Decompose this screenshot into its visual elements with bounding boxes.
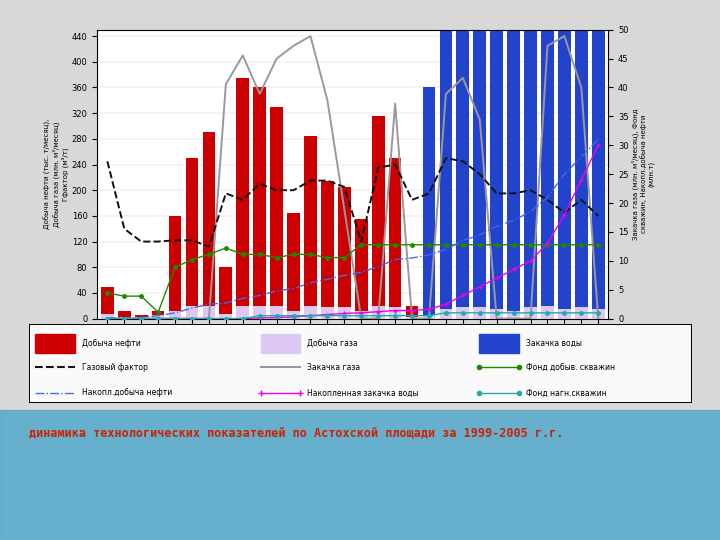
Bar bbox=[575, 139, 588, 319]
Bar bbox=[355, 310, 368, 319]
Text: Накопл.добыча нефти: Накопл.добыча нефти bbox=[82, 388, 172, 397]
Bar bbox=[261, 334, 300, 353]
Bar bbox=[541, 0, 554, 319]
Bar bbox=[480, 334, 519, 353]
Text: Накопленная закачка воды: Накопленная закачка воды bbox=[307, 388, 418, 397]
Bar bbox=[270, 107, 283, 319]
Bar bbox=[253, 306, 266, 319]
Bar bbox=[372, 306, 384, 319]
Bar bbox=[423, 315, 436, 319]
Bar bbox=[456, 307, 469, 319]
Bar bbox=[118, 317, 130, 319]
Bar bbox=[253, 87, 266, 319]
Bar bbox=[135, 317, 148, 319]
Text: Закачка газа: Закачка газа bbox=[307, 362, 360, 372]
Bar bbox=[541, 306, 554, 319]
Bar bbox=[202, 132, 215, 319]
Bar bbox=[236, 78, 249, 319]
Text: Добыча нефти: Добыча нефти bbox=[82, 339, 140, 348]
Bar bbox=[558, 0, 571, 319]
Bar bbox=[118, 311, 130, 319]
Bar bbox=[508, 310, 520, 319]
Bar bbox=[152, 315, 164, 319]
Text: Газовый фактор: Газовый фактор bbox=[82, 362, 148, 372]
Bar bbox=[575, 307, 588, 319]
Bar bbox=[456, 0, 469, 319]
Bar bbox=[168, 310, 181, 319]
Bar bbox=[338, 307, 351, 319]
Bar bbox=[287, 213, 300, 319]
Bar bbox=[592, 309, 605, 319]
Bar bbox=[101, 314, 114, 319]
Bar bbox=[541, 119, 554, 319]
Bar bbox=[508, 213, 520, 319]
Bar bbox=[490, 177, 503, 319]
Bar bbox=[135, 315, 148, 319]
Bar bbox=[524, 165, 537, 319]
Bar bbox=[236, 306, 249, 319]
Bar bbox=[304, 136, 317, 319]
Bar bbox=[592, 171, 605, 319]
Bar bbox=[592, 0, 605, 319]
Text: Фонд нагн.скважин: Фонд нагн.скважин bbox=[526, 388, 606, 397]
Bar bbox=[270, 306, 283, 319]
X-axis label: Месяцы разработки: Месяцы разработки bbox=[298, 350, 408, 361]
Bar bbox=[439, 309, 452, 319]
Bar bbox=[35, 334, 75, 353]
Bar bbox=[423, 87, 436, 319]
Bar bbox=[524, 307, 537, 319]
Bar bbox=[389, 307, 402, 319]
Bar bbox=[304, 306, 317, 319]
Bar bbox=[423, 274, 436, 319]
Bar bbox=[0, 0, 720, 410]
Bar bbox=[456, 145, 469, 319]
Bar bbox=[355, 219, 368, 319]
Bar bbox=[405, 317, 418, 319]
Bar bbox=[338, 187, 351, 319]
Text: Закачка воды: Закачка воды bbox=[526, 339, 582, 348]
Bar bbox=[220, 314, 232, 319]
Bar bbox=[186, 306, 198, 319]
Bar bbox=[558, 309, 571, 319]
Bar bbox=[439, 193, 452, 319]
Y-axis label: Добыча нефти (тыс. т/месяц),
Добыча газа (млн. м³/месяц)
Гфактор (м³/т): Добыча нефти (тыс. т/месяц), Добыча газа… bbox=[44, 119, 68, 230]
Bar bbox=[168, 216, 181, 319]
Text: Добыча газа: Добыча газа bbox=[307, 339, 358, 348]
Bar bbox=[202, 306, 215, 319]
Bar bbox=[186, 158, 198, 319]
Bar bbox=[439, 0, 452, 319]
Bar bbox=[372, 117, 384, 319]
Y-axis label: Закачка газа (млн. м³/месяц), Фонд
скважин, Накопл.добыча нефти
(млн.т): Закачка газа (млн. м³/месяц), Фонд скваж… bbox=[631, 109, 654, 240]
Bar bbox=[101, 287, 114, 319]
Bar bbox=[474, 158, 486, 319]
Bar bbox=[389, 158, 402, 319]
Bar bbox=[220, 267, 232, 319]
Bar bbox=[558, 190, 571, 319]
Text: Фонд добыв. скважин: Фонд добыв. скважин bbox=[526, 362, 615, 372]
Bar bbox=[321, 180, 334, 319]
Bar bbox=[405, 306, 418, 319]
Bar bbox=[321, 307, 334, 319]
Bar bbox=[508, 0, 520, 319]
Bar bbox=[152, 311, 164, 319]
Bar bbox=[474, 0, 486, 319]
Bar bbox=[490, 0, 503, 319]
Bar bbox=[474, 307, 486, 319]
Bar bbox=[0, 410, 720, 540]
Bar bbox=[287, 310, 300, 319]
Bar bbox=[490, 309, 503, 319]
Bar bbox=[524, 0, 537, 319]
Bar bbox=[575, 0, 588, 319]
Text: динамика технологических показателей по Астохской площади за 1999-2005 г.г.: динамика технологических показателей по … bbox=[29, 427, 563, 440]
